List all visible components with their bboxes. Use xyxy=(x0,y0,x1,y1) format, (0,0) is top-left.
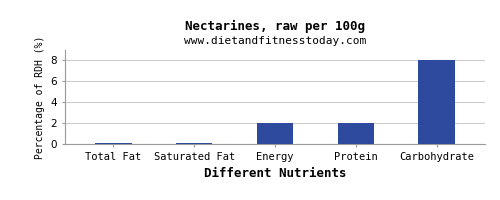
X-axis label: Different Nutrients: Different Nutrients xyxy=(204,167,346,180)
Bar xyxy=(96,143,132,144)
Text: www.dietandfitnesstoday.com: www.dietandfitnesstoday.com xyxy=(184,36,366,46)
Bar xyxy=(418,60,454,144)
Bar xyxy=(176,143,212,144)
Bar xyxy=(257,123,293,144)
Text: Nectarines, raw per 100g: Nectarines, raw per 100g xyxy=(185,20,365,33)
Y-axis label: Percentage of RDH (%): Percentage of RDH (%) xyxy=(35,35,45,159)
Bar xyxy=(338,123,374,144)
